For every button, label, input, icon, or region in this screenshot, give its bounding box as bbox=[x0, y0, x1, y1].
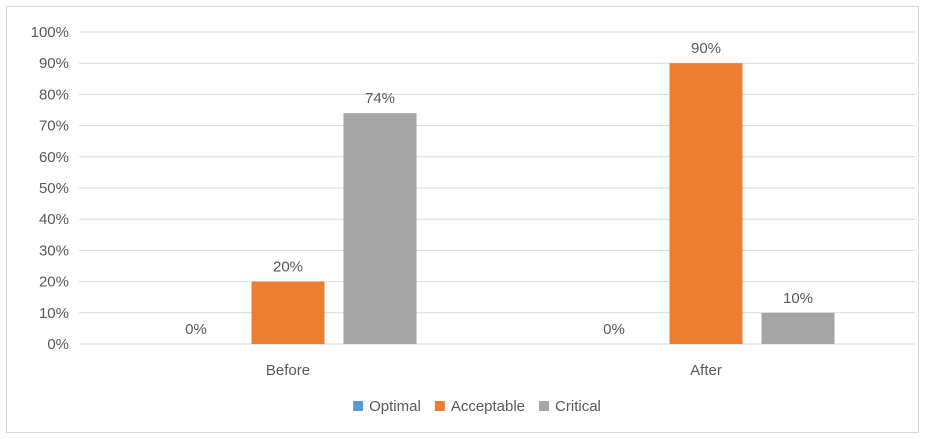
bars bbox=[251, 63, 835, 345]
gridlines bbox=[79, 31, 915, 345]
y-tick-label: 70% bbox=[39, 118, 69, 135]
data-label: 10% bbox=[783, 290, 813, 307]
x-category-label: After bbox=[690, 362, 722, 379]
data-label: 0% bbox=[603, 321, 625, 338]
y-tick-label: 10% bbox=[39, 305, 69, 322]
data-label: 20% bbox=[273, 259, 303, 276]
y-tick-label: 80% bbox=[39, 86, 69, 103]
y-tick-label: 20% bbox=[39, 274, 69, 291]
legend-swatch-acceptable bbox=[434, 401, 445, 411]
bar-acceptable-after bbox=[669, 63, 743, 344]
x-axis: Before After bbox=[266, 362, 722, 379]
legend: Optimal Acceptable Critical bbox=[353, 398, 601, 415]
data-label: 74% bbox=[365, 90, 395, 107]
y-tick-label: 100% bbox=[31, 24, 69, 41]
y-tick-label: 0% bbox=[47, 336, 69, 353]
y-tick-label: 40% bbox=[39, 211, 69, 228]
y-axis: 0% 10% 20% 30% 40% 50% 60% 70% 80% 90% 100% bbox=[31, 24, 69, 353]
legend-swatch-optimal bbox=[353, 401, 364, 411]
legend-label: Acceptable bbox=[451, 398, 525, 415]
y-tick-label: 90% bbox=[39, 55, 69, 72]
y-tick-label: 50% bbox=[39, 180, 69, 197]
bar-chart: 0% 10% 20% 30% 40% 50% 60% 70% 80% 90% 100% 0% 20% 7… bbox=[31, 24, 915, 415]
legend-label: Optimal bbox=[369, 398, 421, 415]
y-tick-label: 30% bbox=[39, 242, 69, 259]
bar-critical-after bbox=[761, 312, 835, 344]
data-labels: 0% 20% 74% 0% 90% 10% bbox=[185, 40, 813, 338]
x-category-label: Before bbox=[266, 362, 310, 379]
bar-critical-before bbox=[343, 113, 417, 345]
data-label: 0% bbox=[185, 321, 207, 338]
chart-container: 0% 10% 20% 30% 40% 50% 60% 70% 80% 90% 100% 0% 20% 7… bbox=[6, 6, 919, 433]
data-label: 90% bbox=[691, 40, 721, 57]
legend-swatch-critical bbox=[539, 401, 550, 411]
bar-acceptable-before bbox=[251, 281, 325, 344]
legend-label: Critical bbox=[555, 398, 601, 415]
y-tick-label: 60% bbox=[39, 149, 69, 166]
